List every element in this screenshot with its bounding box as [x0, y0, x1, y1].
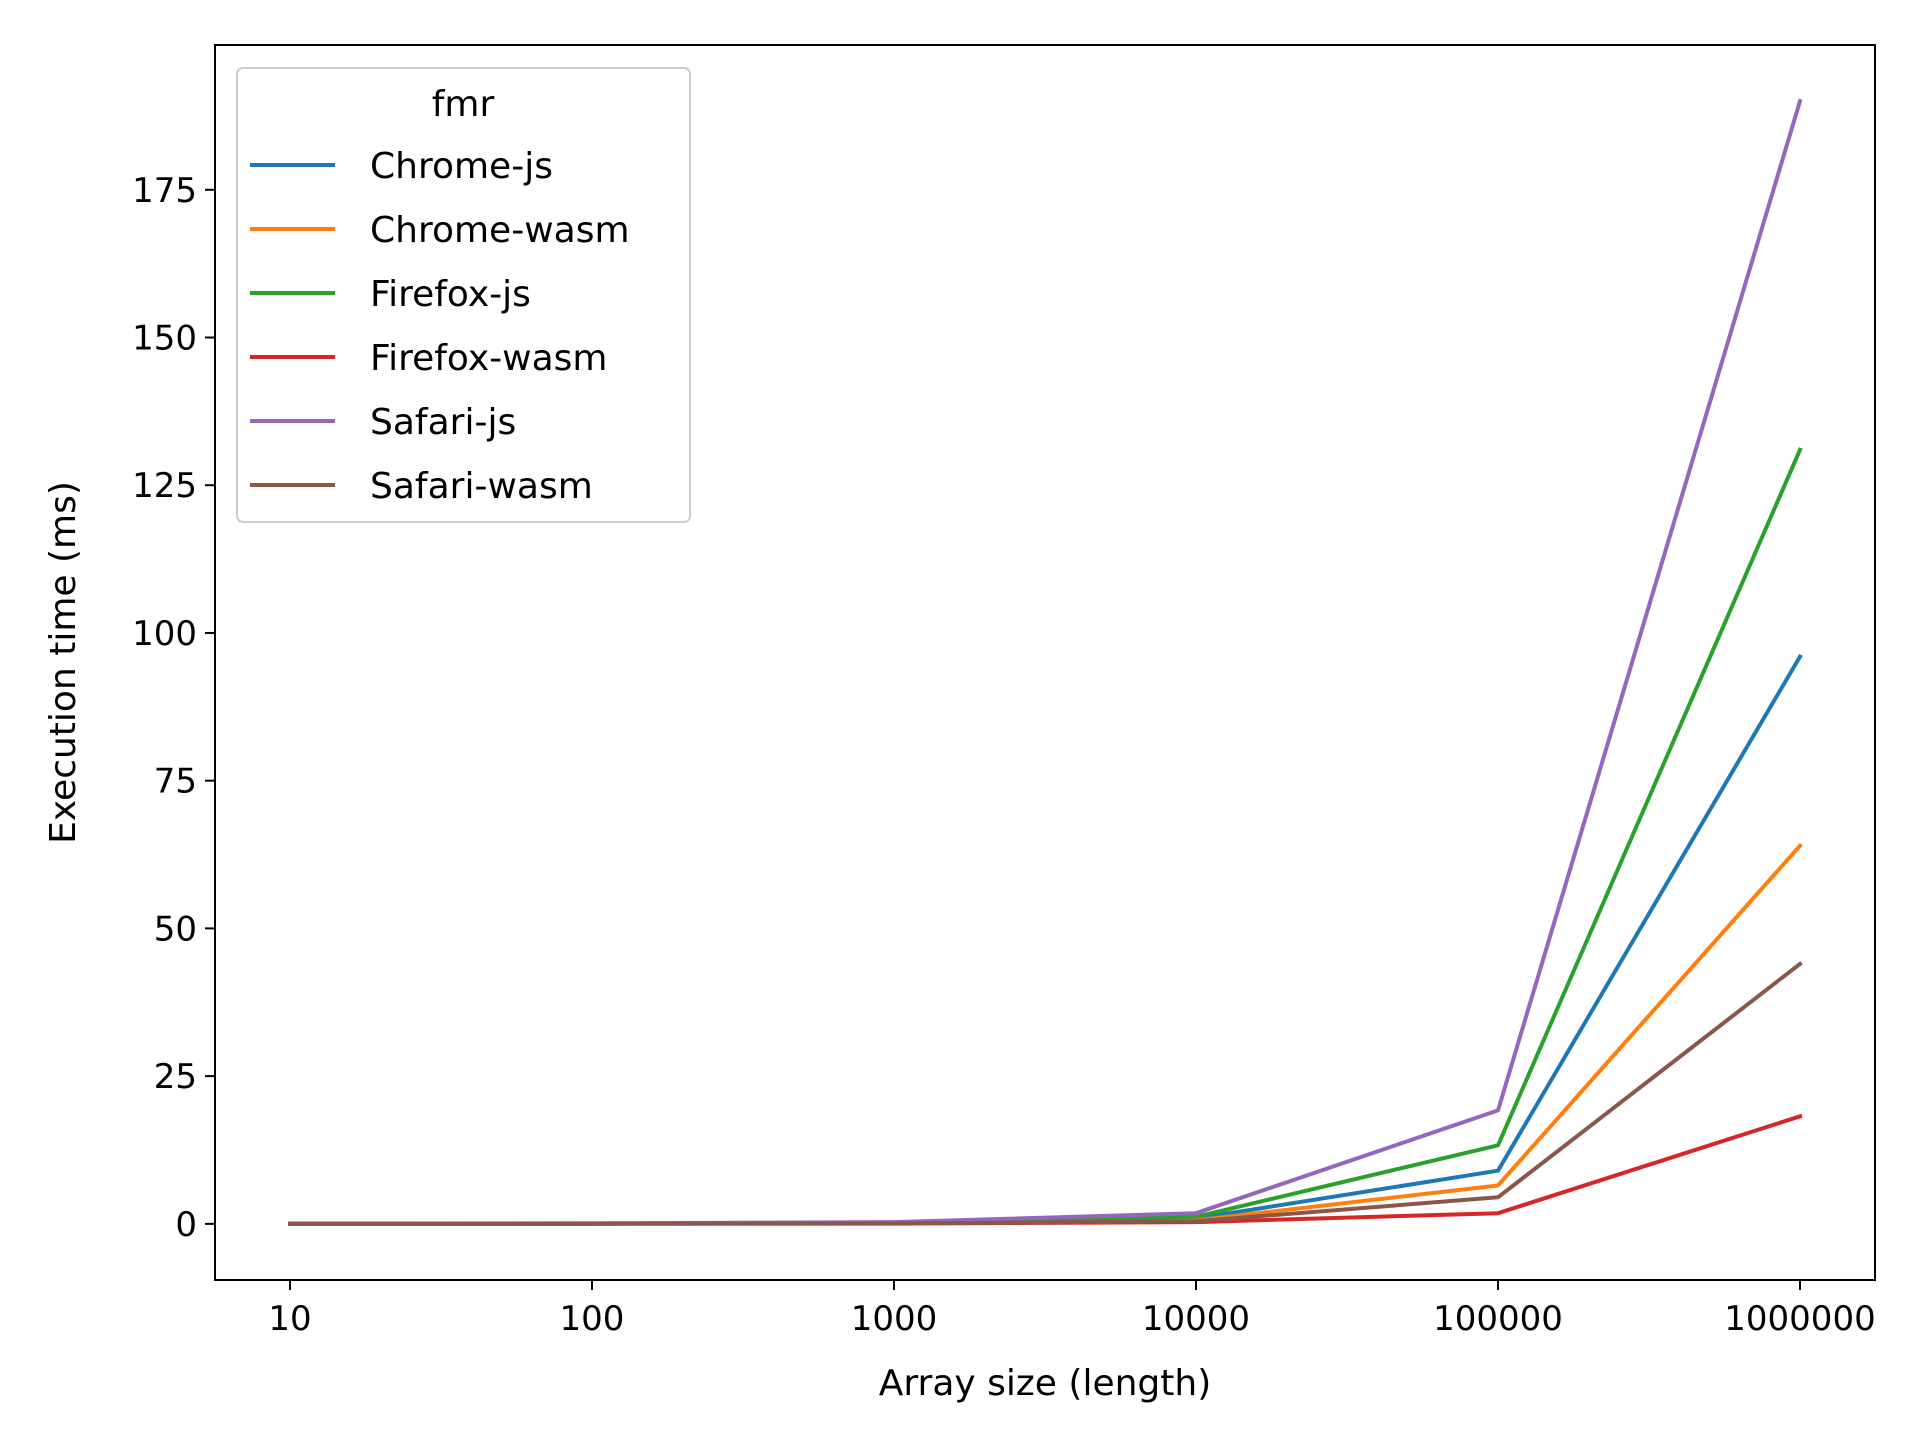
legend-label: Firefox-wasm	[370, 338, 607, 379]
x-tick-label: 10	[268, 1299, 311, 1339]
x-tick-label: 1000000	[1724, 1299, 1875, 1339]
series-layer	[287, 98, 1803, 1226]
legend-item-safari-wasm: Safari-wasm	[250, 466, 593, 507]
series-line-safari-wasm	[287, 961, 1803, 1226]
y-tick-label: 25	[154, 1057, 197, 1097]
legend: fmr Chrome-js Chrome-wasm Firefox-js Firefo…	[236, 67, 691, 523]
y-tick-label: 0	[175, 1205, 197, 1245]
legend-label: Chrome-wasm	[370, 210, 630, 251]
legend-item-chrome-js: Chrome-js	[250, 146, 553, 187]
x-tick-label: 1000	[851, 1299, 938, 1339]
x-tick-label: 100000	[1433, 1299, 1563, 1339]
x-tick-label: 100	[560, 1299, 625, 1339]
plot-frame	[214, 44, 1876, 1281]
legend-label: Firefox-js	[370, 274, 531, 315]
legend-item-firefox-js: Firefox-js	[250, 274, 531, 315]
y-axis-title: Execution time (ms)	[43, 481, 84, 844]
y-tick-label: 150	[132, 319, 197, 359]
x-axis-title: Array size (length)	[879, 1363, 1212, 1404]
legend-item-safari-js: Safari-js	[250, 402, 516, 443]
x-tick-label: 10000	[1142, 1299, 1250, 1339]
y-tick-label: 75	[154, 762, 197, 802]
legend-item-firefox-wasm: Firefox-wasm	[250, 338, 607, 379]
legend-label: Safari-wasm	[370, 466, 593, 507]
y-tick-label: 100	[132, 614, 197, 654]
y-tick-label: 50	[154, 909, 197, 949]
y-tick-label: 125	[132, 466, 197, 506]
legend-title: fmr	[432, 84, 495, 125]
legend-box	[236, 67, 691, 523]
legend-items: Chrome-js Chrome-wasm Firefox-js Firefox-wa…	[250, 146, 630, 507]
y-tick-label: 175	[132, 171, 197, 211]
x-axis: 10 100 1000 10000 100000 1000000	[268, 1280, 1876, 1339]
legend-item-chrome-wasm: Chrome-wasm	[250, 210, 630, 251]
legend-label: Chrome-js	[370, 146, 553, 187]
y-axis: 0 25 50 75 100 125 150 175	[132, 171, 215, 1245]
legend-label: Safari-js	[370, 402, 516, 443]
